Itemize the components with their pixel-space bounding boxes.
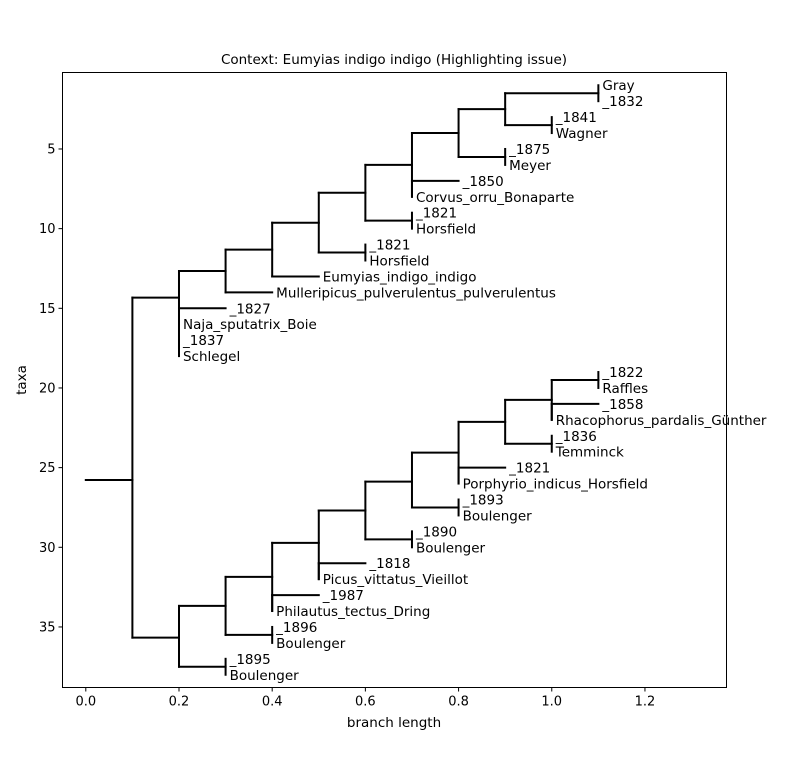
y-axis-label: taxa (14, 365, 30, 395)
leaf-label: _1895 (229, 652, 271, 668)
leaf-label: Meyer (509, 158, 551, 174)
leaf-label: _1832 (601, 94, 643, 110)
leaf-label: _1821 (368, 238, 410, 254)
leaf-label: Rhacophorus_pardalis_Günther (556, 413, 767, 429)
leaf-label: Naja_sputatrix_Boie (183, 317, 317, 333)
x-tick-label: 0.6 (355, 695, 376, 710)
leaf-label: _1890 (415, 524, 457, 540)
leaf-label: _1818 (368, 556, 410, 572)
leaf-label: _1837 (182, 333, 224, 349)
leaf-label: _1858 (601, 397, 643, 413)
leaf-label: Horsfield (369, 254, 429, 270)
leaf-label: _1821 (508, 461, 550, 477)
leaf-label: Picus_vittatus_Vieillot (323, 572, 468, 588)
y-tick-label: 35 (39, 620, 56, 635)
x-tick-label: 0.8 (448, 695, 469, 710)
x-tick-label: 0.0 (75, 695, 96, 710)
y-tick-label: 10 (39, 222, 56, 237)
leaf-label: _1875 (508, 142, 550, 158)
leaf-label: _1850 (462, 174, 504, 190)
leaf-label: _1821 (415, 206, 457, 222)
leaf-label: _1893 (462, 492, 504, 508)
leaf-label: _1841 (555, 110, 597, 126)
leaf-label: _1987 (322, 588, 364, 604)
leaf-label: _1896 (275, 620, 317, 636)
x-tick-label: 0.4 (262, 695, 283, 710)
y-tick-label: 15 (39, 302, 56, 317)
leaf-label: Corvus_orru_Bonaparte (416, 190, 574, 206)
x-axis-label: branch length (347, 715, 441, 731)
y-tick-label: 25 (39, 461, 56, 476)
leaf-label: Boulenger (416, 540, 486, 556)
tree-edges (84, 84, 600, 676)
leaf-label: Eumyias_indigo_indigo (323, 269, 477, 285)
leaf-label: _1827 (229, 301, 271, 317)
y-tick-label: 5 (47, 142, 55, 157)
leaf-label: Temminck (555, 445, 624, 461)
leaf-label: Mulleripicus_pulverulentus_pulverulentus (276, 285, 556, 301)
chart-title: Context: Eumyias indigo indigo (Highligh… (221, 52, 567, 68)
leaf-label: _1836 (555, 429, 597, 445)
leaf-label: Boulenger (276, 636, 346, 652)
y-tick-label: 20 (39, 381, 56, 396)
leaf-label: _1822 (601, 365, 643, 381)
leaf-label: Gray (602, 78, 634, 94)
leaf-label: Wagner (556, 126, 608, 142)
leaf-label: Raffles (602, 381, 648, 397)
leaf-label: Schlegel (183, 349, 240, 365)
y-axis: 5 10 15 20 25 30 35 (39, 142, 63, 635)
leaf-label: Philautus_tectus_Dring (276, 604, 430, 620)
plot-frame (62, 72, 727, 688)
leaf-label: Horsfield (416, 222, 476, 238)
leaf-label: Porphyrio_indicus_Horsfield (463, 477, 648, 493)
x-tick-label: 1.0 (541, 695, 562, 710)
x-axis: 0.0 0.2 0.4 0.6 0.8 1.0 1.2 (75, 687, 656, 710)
x-tick-label: 1.2 (635, 695, 656, 710)
leaf-label: Boulenger (230, 668, 300, 684)
leaf-label: Boulenger (463, 508, 533, 524)
x-tick-label: 0.2 (169, 695, 190, 710)
y-tick-label: 30 (39, 541, 56, 556)
